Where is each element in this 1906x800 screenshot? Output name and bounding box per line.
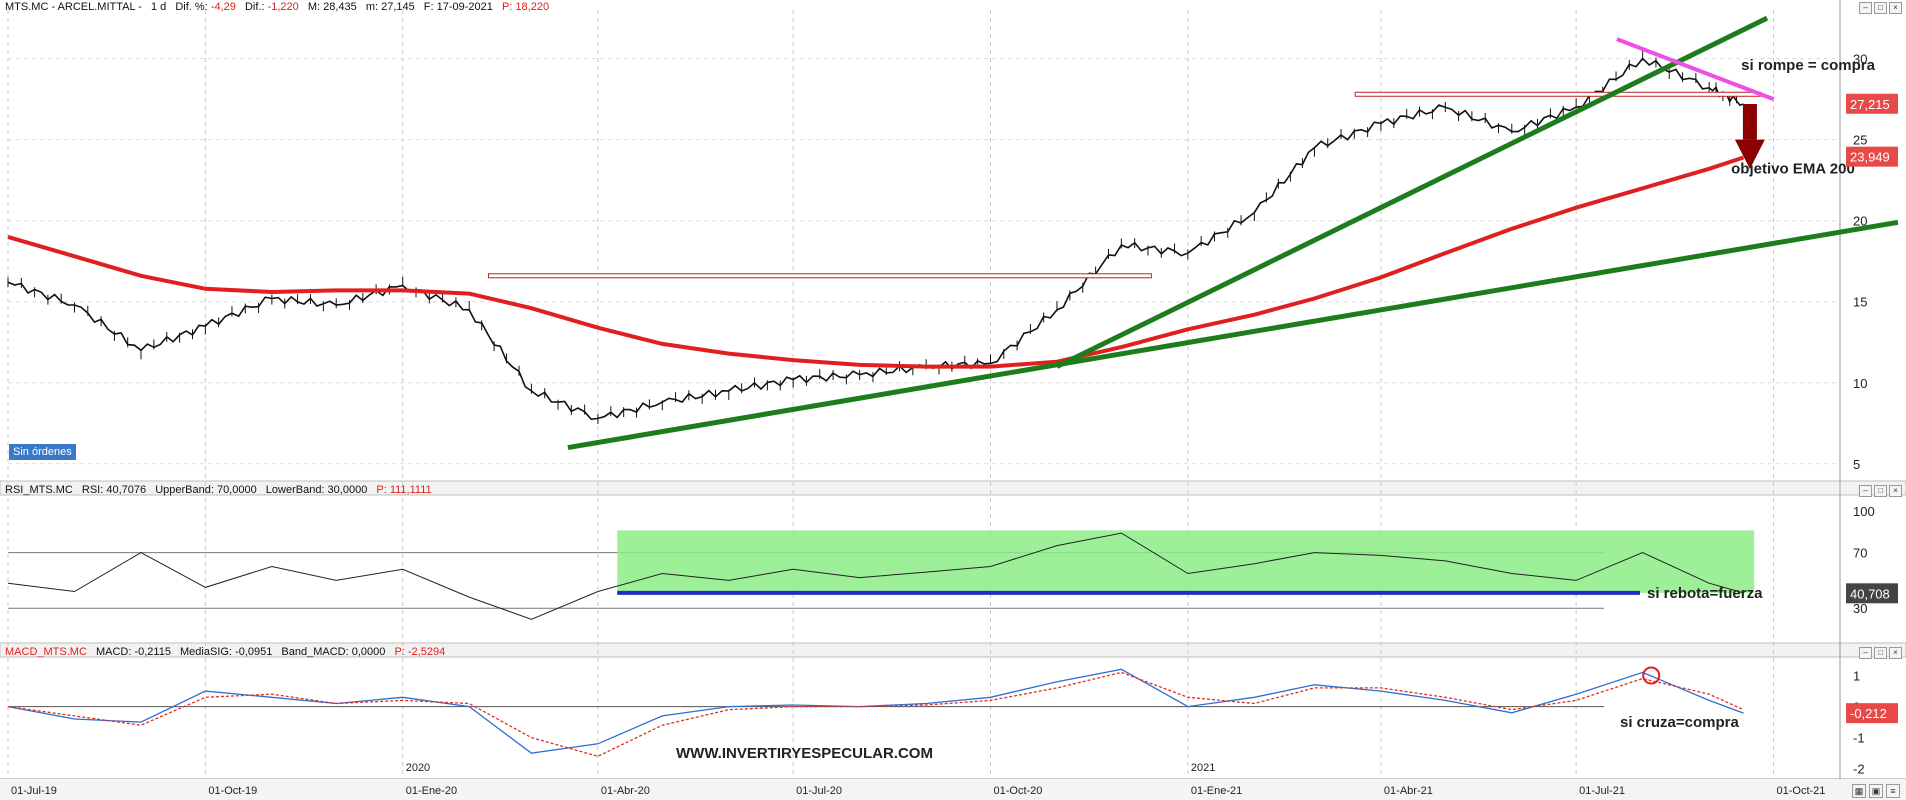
down-arrow-shaft xyxy=(1742,104,1757,140)
time-tick-label: 01-Oct-20 xyxy=(994,785,1043,797)
time-tick-label: 01-Ene-20 xyxy=(406,785,457,797)
macd-line xyxy=(7,668,1744,754)
rsi-p-label: P: 111,1111 xyxy=(376,484,432,496)
minimize-icon[interactable]: – xyxy=(1859,485,1872,497)
current-price-label: 27,215 xyxy=(1850,97,1890,112)
price-tick-label: 25 xyxy=(1853,133,1867,148)
maximize-icon[interactable]: □ xyxy=(1874,485,1887,497)
objetivo-annotation: objetivo EMA 200 xyxy=(1731,161,1855,178)
rsi-tick-label: 30 xyxy=(1853,601,1867,616)
steep-uptrend-line xyxy=(1055,15,1769,369)
macd-band-label: Band_MACD: 0,0000 xyxy=(281,646,386,658)
rsi-header-bar xyxy=(0,480,1906,496)
rsi-panel-window-buttons: – □ × xyxy=(1859,485,1902,497)
ema-price-badge xyxy=(1846,146,1898,167)
rsi-tick-label: 70 xyxy=(1853,546,1867,561)
macd-header-bar xyxy=(0,642,1906,658)
rsi-lower-label: LowerBand: 30,0000 xyxy=(265,484,368,496)
rsi-tick-label: 100 xyxy=(1853,504,1875,519)
ema200-line xyxy=(7,155,1745,369)
price-tick-label: 15 xyxy=(1853,295,1867,310)
dif-label: Dif.: xyxy=(244,1,265,13)
time-axis-bar xyxy=(0,779,1906,800)
rsi-highlight-zone xyxy=(617,530,1755,593)
time-tick-label: 01-Oct-19 xyxy=(208,785,257,797)
price-tick-label: 30 xyxy=(1853,52,1867,67)
macd-sig-label: MediaSIG: -0,0951 xyxy=(180,646,273,658)
time-tick-label: 01-Ene-21 xyxy=(1191,785,1242,797)
current-price-badge xyxy=(1846,93,1898,114)
macd-tick-label: 1 xyxy=(1853,669,1860,684)
price-tick-label: 20 xyxy=(1853,214,1867,229)
symbol-label: MTS.MC - ARCEL.MITTAL - xyxy=(5,1,142,13)
rsi-value-badge xyxy=(1846,583,1898,604)
rsi-upper-label: UpperBand: 70,0000 xyxy=(155,484,257,496)
macd-panel-window-buttons: – □ × xyxy=(1859,647,1902,659)
time-tick-label: 01-Jul-21 xyxy=(1579,785,1625,797)
minimize-icon[interactable]: – xyxy=(1859,647,1872,659)
rsi-name: RSI_MTS.MC xyxy=(5,484,73,496)
price-tick-label: 5 xyxy=(1853,457,1860,472)
rsi-current-label: 40,708 xyxy=(1850,586,1890,601)
macd-name: MACD_MTS.MC xyxy=(5,646,87,658)
si-cruza-annotation: si cruza=compra xyxy=(1620,714,1739,731)
rsi-panel-header: RSI_MTS.MC RSI: 40,7076 UpperBand: 70,00… xyxy=(5,484,432,496)
macd-value-label: MACD: -0,2115 xyxy=(95,646,171,658)
dif-pct-label: Dif. %: xyxy=(175,1,208,13)
macd-current-label: -0,212 xyxy=(1850,706,1887,721)
price-panel-window-buttons: – □ × xyxy=(1859,2,1902,14)
chart-type-icon[interactable]: ▦ xyxy=(1852,784,1866,798)
p-label: P: 18,220 xyxy=(501,1,550,13)
date-label: F: 17-09-2021 xyxy=(423,1,493,13)
max-label: M: 28,435 xyxy=(307,1,357,13)
down-arrow-head xyxy=(1734,139,1765,169)
macd-tick-label: -2 xyxy=(1853,762,1865,777)
price-panel-header: MTS.MC - ARCEL.MITTAL - 1 d Dif. %: -4,2… xyxy=(5,1,549,13)
time-tick-label: 01-Jul-19 xyxy=(11,785,57,797)
dif-value: -1,220 xyxy=(267,1,299,13)
price-tick-label: 10 xyxy=(1853,376,1867,391)
si-rompe-annotation: si rompe = compra xyxy=(1741,57,1875,74)
macd-panel-header: MACD_MTS.MC MACD: -0,2115 MediaSIG: -0,0… xyxy=(5,646,445,658)
close-icon[interactable]: × xyxy=(1889,485,1902,497)
macd-p-label: P: -2,5294 xyxy=(394,646,446,658)
time-tick-label: 01-Oct-21 xyxy=(1776,785,1825,797)
time-tick-label: 01-Jul-20 xyxy=(796,785,842,797)
time-tick-label: 01-Abr-21 xyxy=(1384,785,1433,797)
maximize-icon[interactable]: □ xyxy=(1874,2,1887,14)
year-marker-label: 2020 xyxy=(406,762,430,774)
resistance-line-2020 xyxy=(488,273,1152,279)
si-rebota-annotation: si rebota=fuerza xyxy=(1647,585,1763,602)
macd-signal-line xyxy=(7,671,1744,757)
ema-price-label: 23,949 xyxy=(1850,150,1890,165)
footer-tools: ▦ ▣ ≡ xyxy=(1852,784,1900,798)
rsi-value-label: RSI: 40,7076 xyxy=(81,484,147,496)
macd-cross-circle xyxy=(1642,666,1661,685)
minimize-icon[interactable]: – xyxy=(1859,2,1872,14)
price-series-line xyxy=(7,57,1744,421)
downtrend-line xyxy=(1616,37,1775,102)
period-label: 1 d xyxy=(150,1,167,13)
website-watermark: WWW.INVERTIRYESPECULAR.COM xyxy=(676,745,933,762)
settings-icon[interactable]: ≡ xyxy=(1886,784,1900,798)
long-uptrend-line xyxy=(567,219,1899,451)
support-line-2021 xyxy=(1354,91,1762,97)
min-label: m: 27,145 xyxy=(365,1,415,13)
close-icon[interactable]: × xyxy=(1889,2,1902,14)
rsi-line xyxy=(7,532,1744,620)
macd-value-badge xyxy=(1846,703,1898,724)
time-tick-label: 01-Abr-20 xyxy=(601,785,650,797)
dif-pct-value: -4,29 xyxy=(210,1,236,13)
save-icon[interactable]: ▣ xyxy=(1869,784,1883,798)
close-icon[interactable]: × xyxy=(1889,647,1902,659)
macd-tick-label: -1 xyxy=(1853,731,1865,746)
orders-status-badge[interactable]: Sin órdenes xyxy=(9,444,76,460)
year-marker-label: 2021 xyxy=(1191,762,1215,774)
maximize-icon[interactable]: □ xyxy=(1874,647,1887,659)
